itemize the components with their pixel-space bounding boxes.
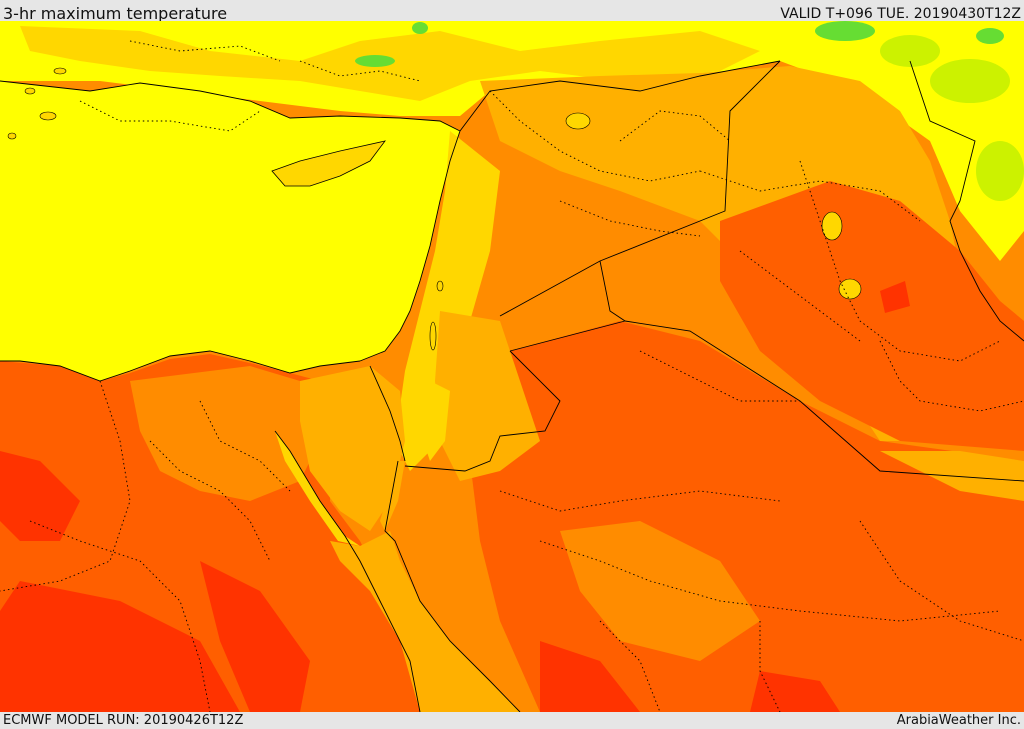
field-green-3 — [355, 55, 395, 67]
field-jordan-amber — [435, 311, 540, 481]
border-syria-iraq — [499, 60, 781, 317]
field-north-yellow — [0, 21, 1024, 261]
valid-time: VALID T+096 TUE. 20190430T12Z — [780, 6, 1021, 22]
field-levant-amber — [395, 131, 500, 471]
credit: ArabiaWeather Inc. — [896, 713, 1021, 728]
coast-levant — [359, 130, 461, 362]
sea-red — [330, 531, 520, 712]
field-sinai-amber — [300, 366, 405, 531]
sea-gulf-aqaba — [380, 461, 405, 531]
border-iran-iraq — [909, 60, 1024, 342]
footer-bar — [0, 712, 1024, 729]
map-title: 3-hr maximum temperature — [3, 4, 228, 23]
admin-boundaries — [0, 40, 1024, 712]
field-arabia-orange-1 — [560, 521, 760, 661]
field-egypt-red-3 — [200, 561, 310, 712]
field-egypt-orange — [130, 366, 320, 501]
field-arabia-red-2 — [540, 641, 640, 712]
water-tharthar — [821, 211, 843, 241]
temperature-map — [0, 21, 1024, 712]
header-bar — [0, 0, 1024, 21]
border-jordan-saudi — [404, 350, 561, 472]
field-lightgreen-2 — [880, 35, 940, 67]
field-green-2 — [815, 21, 875, 41]
coast-redsea-east — [384, 460, 521, 712]
field-arabia-red-3 — [750, 671, 840, 712]
field-egypt-red-1 — [0, 451, 80, 541]
water-lake-north — [565, 112, 591, 130]
coast-egypt — [0, 350, 361, 382]
model-run: ECMWF MODEL RUN: 20190426T12Z — [3, 713, 244, 728]
field-arabia-red-1 — [880, 281, 910, 313]
water-habbaniyah — [838, 278, 862, 300]
field-lightgreen-1 — [930, 59, 1010, 103]
aegean-islands — [7, 67, 67, 140]
field-egypt-red-2 — [0, 581, 240, 712]
border-egypt-israel — [369, 365, 406, 462]
field-lightgreen-3 — [976, 141, 1024, 201]
field-iraq-deeporange — [720, 181, 1024, 451]
island-cyprus — [271, 140, 386, 187]
coast-redsea-west — [274, 430, 421, 712]
field-jordan-lightorange — [420, 381, 450, 461]
coast-turkey — [0, 80, 461, 132]
field-green-1 — [976, 28, 1004, 44]
border-turkey-syria — [459, 60, 781, 132]
water-galilee — [436, 280, 444, 292]
border-jordan-iraq — [509, 260, 627, 352]
field-green-4 — [412, 22, 428, 34]
water-dead-sea — [429, 321, 437, 351]
sea-mediterranean — [0, 81, 460, 381]
